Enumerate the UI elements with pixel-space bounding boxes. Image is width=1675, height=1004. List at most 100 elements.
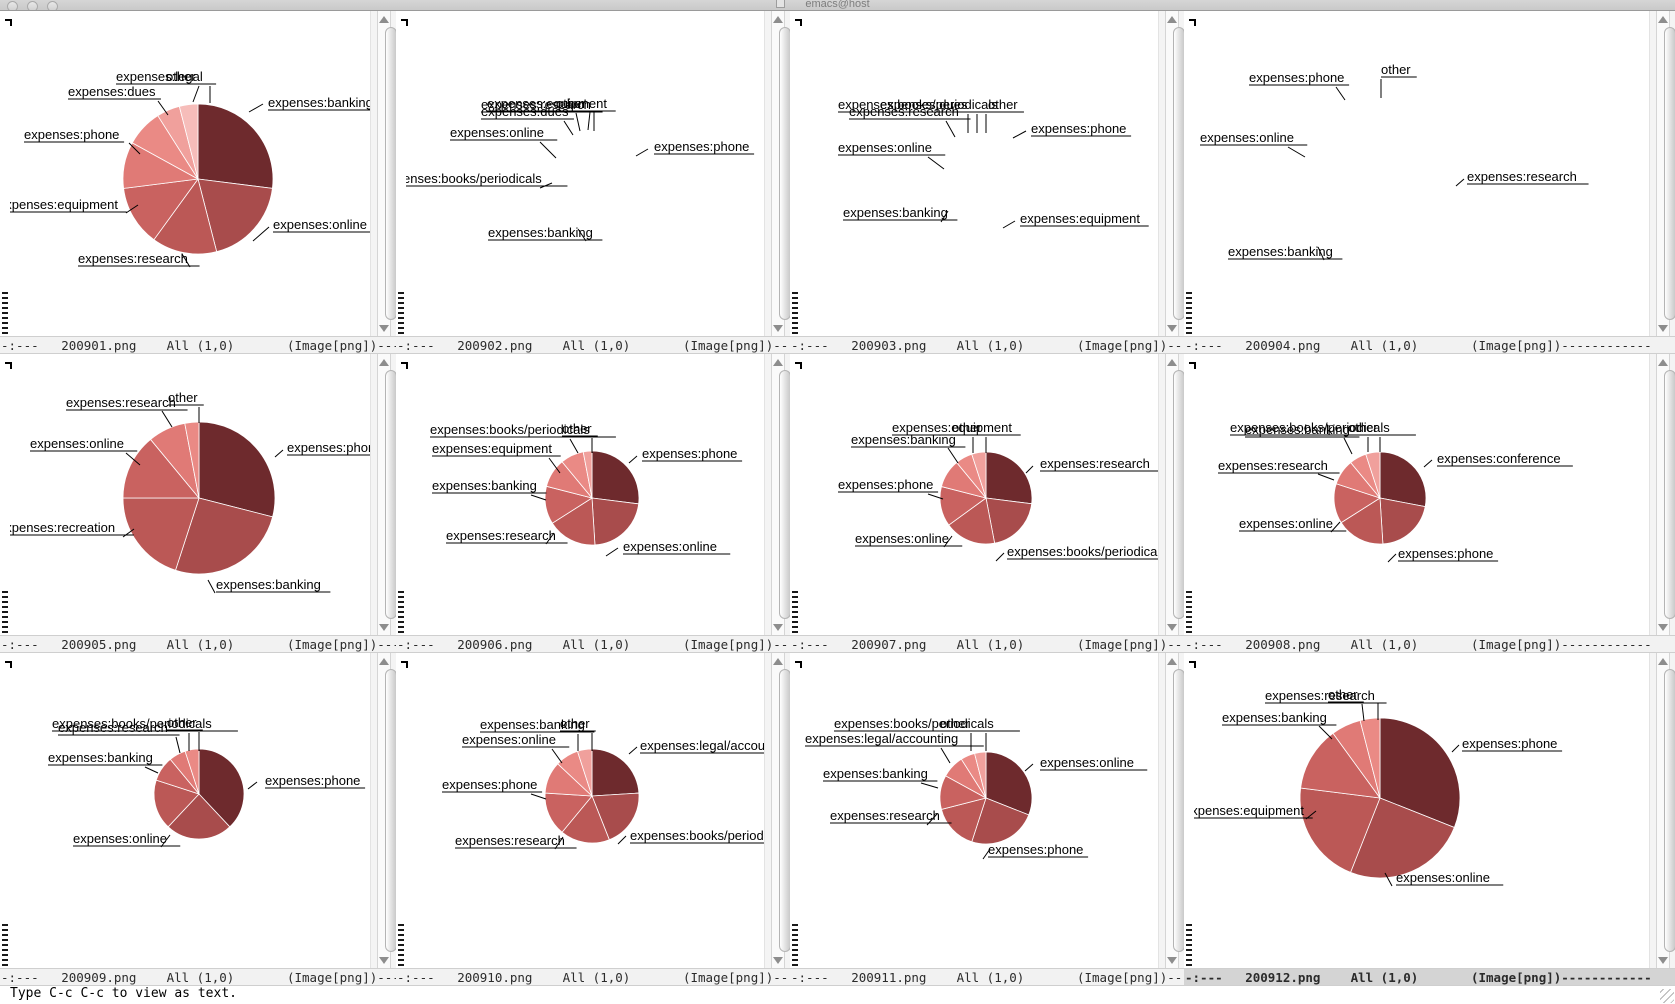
scrollbar-track[interactable]: [771, 11, 790, 336]
scroll-down-arrow-icon[interactable]: [1658, 957, 1668, 964]
mode-line[interactable]: -:--- 200906.png All (1,0) (Image[png])-…: [396, 635, 790, 653]
pie-slice: [1340, 497, 1384, 545]
pie-slice-label: expenses:phone: [1249, 70, 1344, 85]
emacs-window-200903[interactable]: expenses:phone expenses:equipment expenses…: [790, 11, 1184, 354]
scroll-up-arrow-icon[interactable]: [379, 16, 389, 23]
scroll-down-arrow-icon[interactable]: [773, 957, 783, 964]
scrollbar-thumb[interactable]: [1173, 370, 1184, 619]
scroll-down-arrow-icon[interactable]: [1167, 957, 1177, 964]
close-window-button[interactable]: [7, 1, 18, 10]
scroll-up-arrow-icon[interactable]: [773, 359, 783, 366]
vertical-scrollbar[interactable]: [764, 354, 790, 635]
vertical-scrollbar[interactable]: [370, 11, 396, 336]
scrollbar-thumb[interactable]: [779, 27, 790, 320]
scrollbar-track[interactable]: [377, 354, 396, 635]
mode-line-text: -:--- 200910.png All (1,0) (Image[png])-…: [397, 970, 790, 985]
scroll-down-arrow-icon[interactable]: [773, 325, 783, 332]
leader-line: [175, 736, 181, 754]
mode-line-text: -:--- 200908.png All (1,0) (Image[png])-…: [1185, 637, 1652, 652]
leader-line: [548, 457, 561, 474]
scroll-up-arrow-icon[interactable]: [773, 658, 783, 665]
emacs-window-200906[interactable]: expenses:phone expenses:online expenses:re…: [396, 354, 790, 653]
resize-grip[interactable]: [1660, 989, 1674, 1003]
scrollbar-thumb[interactable]: [779, 370, 790, 619]
scrollbar-track[interactable]: [377, 653, 396, 968]
scroll-up-arrow-icon[interactable]: [379, 359, 389, 366]
scroll-up-arrow-icon[interactable]: [1658, 658, 1668, 665]
mode-line[interactable]: -:--- 200909.png All (1,0) (Image[png])-…: [0, 968, 396, 986]
vertical-scrollbar[interactable]: [370, 354, 396, 635]
scroll-up-arrow-icon[interactable]: [379, 658, 389, 665]
scroll-up-arrow-icon[interactable]: [1167, 359, 1177, 366]
minimize-window-button[interactable]: [27, 1, 38, 10]
scrollbar-track[interactable]: [1165, 653, 1184, 968]
scroll-down-arrow-icon[interactable]: [379, 325, 389, 332]
emacs-window-200904[interactable]: expenses:research expenses:banking expense…: [1184, 11, 1675, 354]
emacs-window-200912[interactable]: expenses:phone expenses:online expenses:eq…: [1184, 653, 1675, 986]
vertical-scrollbar[interactable]: [1158, 11, 1184, 336]
scroll-up-arrow-icon[interactable]: [1167, 658, 1177, 665]
scrollbar-track[interactable]: [1656, 653, 1675, 968]
mode-line[interactable]: -:--- 200903.png All (1,0) (Image[png])-…: [790, 336, 1184, 354]
scroll-down-arrow-icon[interactable]: [1167, 624, 1177, 631]
scrollbar-track[interactable]: [771, 653, 790, 968]
pie-slice-label: expenses:online: [838, 140, 932, 155]
scroll-down-arrow-icon[interactable]: [379, 957, 389, 964]
leader-line: [945, 120, 956, 138]
emacs-window-200909[interactable]: expenses:phone expenses:online expenses:ba…: [0, 653, 396, 986]
mode-line[interactable]: -:--- 200912.png All (1,0) (Image[png])-…: [1184, 968, 1675, 986]
emacs-window-200911[interactable]: expenses:online expenses:phone expenses:re…: [790, 653, 1184, 986]
emacs-window-200901[interactable]: expenses:banking expenses:online expenses:…: [0, 11, 396, 354]
emacs-window-200908[interactable]: expenses:conference expenses:phone expense…: [1184, 354, 1675, 653]
scrollbar-track[interactable]: [1165, 11, 1184, 336]
scrollbar-thumb[interactable]: [385, 669, 396, 952]
scroll-up-arrow-icon[interactable]: [773, 16, 783, 23]
scroll-down-arrow-icon[interactable]: [1658, 325, 1668, 332]
scrollbar-thumb[interactable]: [385, 370, 396, 619]
scroll-up-arrow-icon[interactable]: [1658, 16, 1668, 23]
scrollbar-thumb[interactable]: [1664, 669, 1675, 952]
scrollbar-track[interactable]: [771, 354, 790, 635]
vertical-scrollbar[interactable]: [1158, 653, 1184, 968]
mode-line[interactable]: -:--- 200905.png All (1,0) (Image[png])-…: [0, 635, 396, 653]
left-fringe: [1184, 11, 1196, 354]
scroll-down-arrow-icon[interactable]: [773, 624, 783, 631]
emacs-window-200907[interactable]: expenses:research expenses:books/periodic…: [790, 354, 1184, 653]
scrollbar-thumb[interactable]: [1664, 370, 1675, 619]
pie-slice-label: expenses:phone: [265, 773, 360, 788]
mode-line[interactable]: -:--- 200908.png All (1,0) (Image[png])-…: [1184, 635, 1675, 653]
scroll-down-arrow-icon[interactable]: [379, 624, 389, 631]
vertical-scrollbar[interactable]: [370, 653, 396, 968]
emacs-window-200902[interactable]: expenses:phone expenses:banking expenses:r…: [396, 11, 790, 354]
mode-line[interactable]: -:--- 200904.png All (1,0) (Image[png])-…: [1184, 336, 1675, 354]
vertical-scrollbar[interactable]: [1158, 354, 1184, 635]
scroll-down-arrow-icon[interactable]: [1658, 624, 1668, 631]
scrollbar-track[interactable]: [377, 11, 396, 336]
mode-line[interactable]: -:--- 200901.png All (1,0) (Image[png])-…: [0, 336, 396, 354]
mode-line[interactable]: -:--- 200907.png All (1,0) (Image[png])-…: [790, 635, 1184, 653]
scroll-down-arrow-icon[interactable]: [1167, 325, 1177, 332]
emacs-window-200910[interactable]: expenses:legal/accounting expenses:books/…: [396, 653, 790, 986]
scrollbar-track[interactable]: [1656, 11, 1675, 336]
mode-line[interactable]: -:--- 200910.png All (1,0) (Image[png])-…: [396, 968, 790, 986]
mode-line[interactable]: -:--- 200902.png All (1,0) (Image[png])-…: [396, 336, 790, 354]
scrollbar-thumb[interactable]: [1173, 27, 1184, 320]
vertical-scrollbar[interactable]: [1649, 653, 1675, 968]
scroll-up-arrow-icon[interactable]: [1658, 359, 1668, 366]
scrollbar-thumb[interactable]: [385, 27, 396, 320]
vertical-scrollbar[interactable]: [764, 653, 790, 968]
scrollbar-thumb[interactable]: [779, 669, 790, 952]
vertical-scrollbar[interactable]: [1649, 11, 1675, 336]
vertical-scrollbar[interactable]: [1649, 354, 1675, 635]
vertical-scrollbar[interactable]: [764, 11, 790, 336]
scrollbar-track[interactable]: [1165, 354, 1184, 635]
scroll-up-arrow-icon[interactable]: [1167, 16, 1177, 23]
leader-line: [1423, 459, 1433, 468]
pie-slice-label: expenses:equipment: [10, 197, 118, 212]
emacs-window-200905[interactable]: expenses:phone expenses:banking expenses:r…: [0, 354, 396, 653]
scrollbar-thumb[interactable]: [1664, 27, 1675, 320]
maximize-window-button[interactable]: [47, 1, 58, 10]
scrollbar-thumb[interactable]: [1173, 669, 1184, 952]
scrollbar-track[interactable]: [1656, 354, 1675, 635]
mode-line[interactable]: -:--- 200911.png All (1,0) (Image[png])-…: [790, 968, 1184, 986]
